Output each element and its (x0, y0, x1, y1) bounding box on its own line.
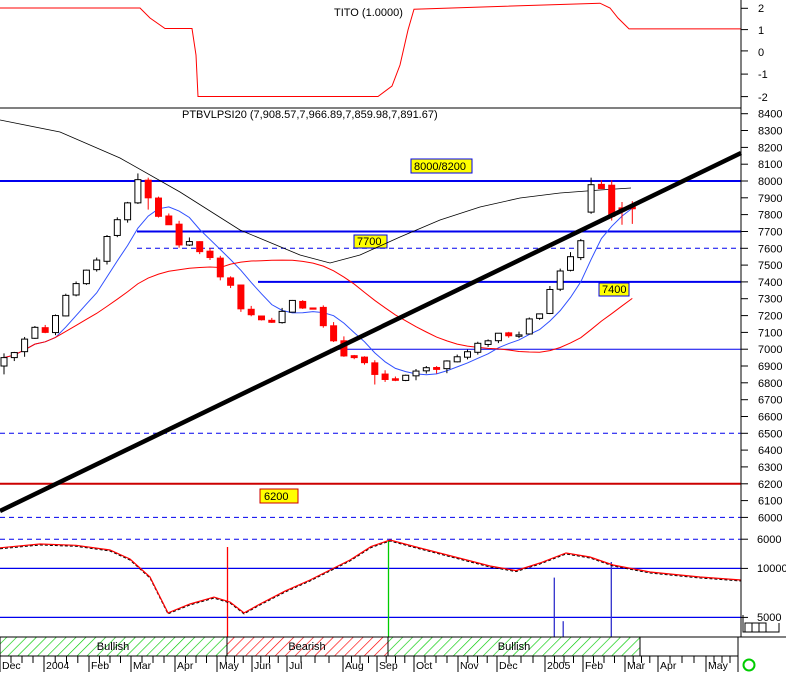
svg-text:2: 2 (758, 3, 764, 15)
svg-text:Mar: Mar (627, 660, 646, 672)
svg-text:7700: 7700 (758, 227, 782, 239)
svg-text:0: 0 (758, 47, 764, 59)
svg-text:8400: 8400 (758, 109, 782, 121)
svg-text:7400: 7400 (602, 284, 626, 296)
svg-text:Sep: Sep (379, 660, 398, 672)
svg-text:Nov: Nov (460, 660, 479, 672)
svg-text:Feb: Feb (585, 660, 603, 672)
svg-text:7400: 7400 (758, 277, 782, 289)
svg-text:Feb: Feb (91, 660, 109, 672)
svg-text:8200: 8200 (758, 142, 782, 154)
svg-text:6000: 6000 (758, 512, 782, 524)
svg-text:6300: 6300 (758, 462, 782, 474)
svg-text:6000: 6000 (757, 534, 781, 546)
svg-text:6900: 6900 (758, 361, 782, 373)
svg-text:Mar: Mar (133, 660, 152, 672)
svg-text:7900: 7900 (758, 193, 782, 205)
svg-text:7300: 7300 (758, 294, 782, 306)
svg-text:May: May (219, 660, 240, 672)
svg-text:-1: -1 (758, 69, 768, 81)
svg-text:Jun: Jun (254, 660, 271, 672)
svg-text:8100: 8100 (758, 159, 782, 171)
svg-text:7600: 7600 (758, 243, 782, 255)
svg-text:7100: 7100 (758, 327, 782, 339)
svg-text:6500: 6500 (758, 428, 782, 440)
svg-text:Bullish: Bullish (97, 641, 129, 653)
svg-text:5000: 5000 (757, 612, 781, 624)
svg-text:1: 1 (758, 25, 764, 37)
svg-text:Aug: Aug (345, 660, 364, 672)
svg-text:-2: -2 (758, 92, 768, 104)
svg-text:2005: 2005 (547, 660, 571, 672)
svg-text:Dec: Dec (2, 660, 21, 672)
svg-text:6200: 6200 (758, 479, 782, 491)
svg-text:2004: 2004 (46, 660, 70, 672)
svg-text:PTBVLPSI20 (7,908.57,7,966.89,: PTBVLPSI20 (7,908.57,7,966.89,7,859.98,7… (182, 109, 438, 121)
svg-text:Apr: Apr (177, 660, 194, 672)
svg-text:Dec: Dec (499, 660, 518, 672)
svg-text:May: May (708, 660, 729, 672)
svg-text:6200: 6200 (264, 491, 288, 503)
svg-text:TITO (1.0000): TITO (1.0000) (334, 7, 403, 19)
svg-text:Apr: Apr (660, 660, 677, 672)
svg-text:8300: 8300 (758, 126, 782, 138)
svg-text:6100: 6100 (758, 496, 782, 508)
svg-text:7000: 7000 (758, 344, 782, 356)
svg-text:7700: 7700 (357, 236, 381, 248)
svg-text:7200: 7200 (758, 311, 782, 323)
svg-text:Bullish: Bullish (498, 641, 530, 653)
svg-text:6400: 6400 (758, 445, 782, 457)
svg-text:7500: 7500 (758, 260, 782, 272)
svg-text:6700: 6700 (758, 395, 782, 407)
svg-text:Jul: Jul (289, 660, 302, 672)
svg-text:Bearish: Bearish (288, 641, 325, 653)
svg-text:8000: 8000 (758, 176, 782, 188)
svg-text:6600: 6600 (758, 412, 782, 424)
svg-text:7800: 7800 (758, 210, 782, 222)
svg-text:8000/8200: 8000/8200 (414, 161, 466, 173)
svg-text:10000: 10000 (757, 563, 786, 575)
svg-text:Oct: Oct (416, 660, 432, 672)
svg-text:6800: 6800 (758, 378, 782, 390)
